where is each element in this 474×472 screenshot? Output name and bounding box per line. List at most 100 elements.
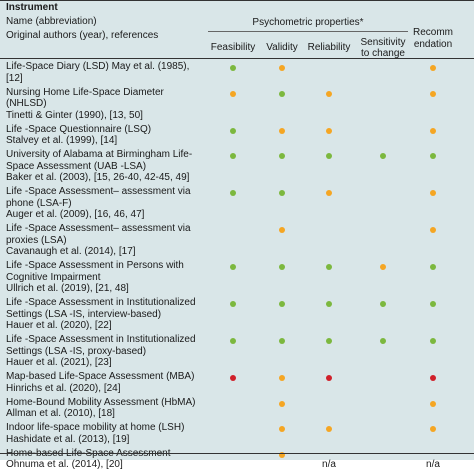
instrument-line: Cognitive Impairment	[6, 272, 206, 284]
rating-dot-feasibility-green	[230, 190, 236, 196]
instrument-line: Life -Space Assessment in Institutionali…	[6, 334, 206, 346]
instrument-line: Hashidate et al. (2013), [19]	[6, 434, 206, 446]
table-row: Life -Space Questionnaire (LSQ)Stalvey e…	[0, 123, 474, 149]
instrument-line: Ohnuma et al. (2014), [20]	[6, 459, 206, 471]
rating-dot-reliability-green	[326, 301, 332, 307]
instrument-line: Life -Space Assessment– assessment via	[6, 186, 206, 198]
instrument-line: Settings (LSA -IS, interview-based)	[6, 309, 206, 321]
table-row: Life -Space Assessment in Institutionali…	[0, 296, 474, 333]
rating-dot-feasibility-red	[230, 375, 236, 381]
rating-dot-feasibility-green	[230, 264, 236, 270]
instrument-line: Home-Bound Mobility Assessment (HbMA)	[6, 397, 206, 409]
rating-dot-validity-orange	[279, 375, 285, 381]
rating-dot-feasibility-orange	[230, 91, 236, 97]
instrument-cell: Life-Space Diary (LSD) May et al. (1985)…	[6, 61, 206, 84]
rating-dot-validity-green	[279, 190, 285, 196]
rating-dot-feasibility-green	[230, 301, 236, 307]
table-row: University of Alabama at Birmingham Life…	[0, 148, 474, 185]
rating-dot-recommendation-green	[430, 338, 436, 344]
table-row: Indoor life-space mobility at home (LSH)…	[0, 421, 474, 447]
rating-dot-validity-orange	[279, 128, 285, 134]
rating-dot-recommendation-orange	[430, 426, 436, 432]
instrument-cell: University of Alabama at Birmingham Life…	[6, 149, 206, 184]
rating-dot-recommendation-red	[430, 375, 436, 381]
recommendation-heading-line-2: endation	[410, 39, 456, 51]
rating-dot-validity-orange	[279, 227, 285, 233]
rating-na-reliability: n/a	[322, 459, 336, 470]
rating-dot-reliability-orange	[326, 128, 332, 134]
rating-dot-sensitivity-green	[380, 338, 386, 344]
rating-dot-validity-orange	[279, 401, 285, 407]
rating-dot-reliability-orange	[326, 190, 332, 196]
instrument-line: Indoor life-space mobility at home (LSH)	[6, 422, 206, 434]
table-row: Life-Space Diary (LSD) May et al. (1985)…	[0, 60, 474, 86]
rating-dot-validity-green	[279, 91, 285, 97]
table-row: Map-based Life-Space Assessment (MBA)Hin…	[0, 370, 474, 396]
rating-dot-reliability-green	[326, 153, 332, 159]
rating-dot-sensitivity-green	[380, 301, 386, 307]
table-header: Instrument Name (abbreviation) Original …	[0, 0, 474, 60]
rating-dot-recommendation-orange	[430, 91, 436, 97]
rating-dot-sensitivity-green	[380, 153, 386, 159]
instrument-cell: Life -Space Assessment in Institutionali…	[6, 334, 206, 369]
column-heading-reliability-line: Reliability	[299, 42, 359, 53]
rating-dot-reliability-green	[326, 264, 332, 270]
instrument-line: Life -Space Assessment– assessment via	[6, 223, 206, 235]
instrument-line: Life-Space Diary (LSD) May et al. (1985)…	[6, 61, 206, 73]
instrument-cell: Life -Space Assessment in Institutionali…	[6, 297, 206, 332]
instrument-line: Cavanaugh et al. (2014), [17]	[6, 246, 206, 258]
rating-dot-recommendation-green	[430, 264, 436, 270]
rating-dot-reliability-green	[326, 338, 332, 344]
instrument-line: Hinrichs et al. (2020), [24]	[6, 383, 206, 395]
table-panel: Instrument Name (abbreviation) Original …	[0, 0, 474, 460]
rating-dot-reliability-orange	[326, 426, 332, 432]
rating-na-recommendation: n/a	[426, 459, 440, 470]
rating-dot-validity-orange	[279, 426, 285, 432]
name-heading: Name (abbreviation)	[6, 16, 97, 27]
instrument-line: (NHLSD)	[6, 98, 206, 110]
rating-dot-recommendation-orange	[430, 227, 436, 233]
instrument-line: Tinetti & Ginter (1990), [13, 50]	[6, 110, 206, 122]
instrument-line: Ullrich et al. (2019), [21, 48]	[6, 283, 206, 295]
instrument-line: Life -Space Assessment in Persons with	[6, 260, 206, 272]
instrument-cell: Life -Space Questionnaire (LSQ)Stalvey e…	[6, 124, 206, 147]
instrument-line: Hauer et al. (2021), [23]	[6, 357, 206, 369]
instrument-line: phone (LSA-F)	[6, 198, 206, 210]
table-row: Nursing Home Life-Space Diameter(NHLSD)T…	[0, 86, 474, 123]
instrument-cell: Indoor life-space mobility at home (LSH)…	[6, 422, 206, 445]
rating-dot-validity-green	[279, 153, 285, 159]
column-heading-sensitivity-line: Sensitivity	[353, 37, 413, 48]
rating-dot-validity-orange	[279, 65, 285, 71]
instrument-line: Life -Space Assessment in Institutionali…	[6, 297, 206, 309]
table-row: Home-Bound Mobility Assessment (HbMA)All…	[0, 396, 474, 422]
rating-dot-recommendation-orange	[430, 190, 436, 196]
recommendation-heading: Recomm endation	[410, 27, 456, 51]
authors-heading: Original authors (year), references	[6, 30, 158, 41]
instrument-line: [12]	[6, 73, 206, 85]
rating-dot-recommendation-orange	[430, 128, 436, 134]
rating-dot-feasibility-green	[230, 128, 236, 134]
instrument-line: Auger et al. (2009), [16, 46, 47]	[6, 209, 206, 221]
rating-dot-feasibility-green	[230, 338, 236, 344]
instrument-cell: Nursing Home Life-Space Diameter(NHLSD)T…	[6, 87, 206, 122]
instrument-cell: Map-based Life-Space Assessment (MBA)Hin…	[6, 371, 206, 394]
rating-dot-reliability-red	[326, 375, 332, 381]
rating-dot-recommendation-green	[430, 301, 436, 307]
instrument-line: proxies (LSA)	[6, 235, 206, 247]
psychometric-rule	[208, 31, 408, 32]
rating-dot-feasibility-green	[230, 153, 236, 159]
rating-dot-recommendation-orange	[430, 401, 436, 407]
instrument-line: Nursing Home Life-Space Diameter	[6, 87, 206, 99]
instrument-line: Settings (LSA -IS, proxy-based)	[6, 346, 206, 358]
table-bottom-rule	[0, 453, 474, 454]
instrument-line: Stalvey et al. (1999), [14]	[6, 135, 206, 147]
psychometric-heading: Psychometric properties*	[208, 17, 408, 28]
